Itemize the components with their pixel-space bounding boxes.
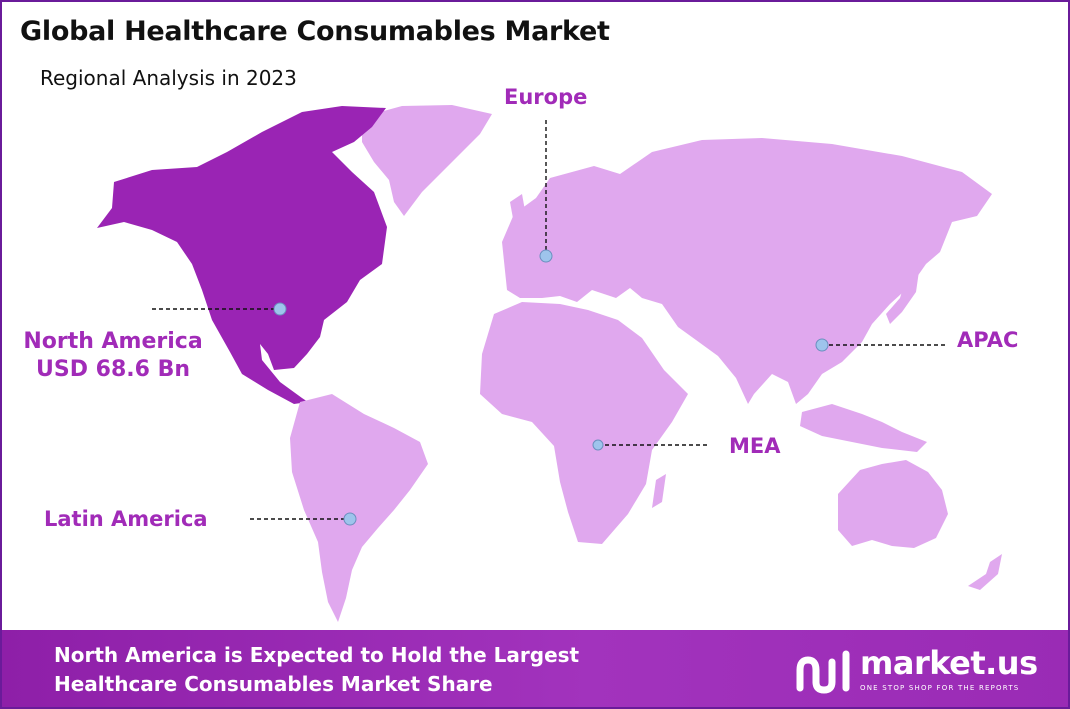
apac-marker — [815, 338, 829, 352]
market-us-logo-icon — [796, 650, 850, 694]
greenland-shape — [362, 105, 492, 216]
footer-message: North America is Expected to Hold the La… — [54, 641, 579, 699]
madagascar-shape — [652, 474, 666, 508]
australia-shape[interactable] — [838, 460, 948, 548]
world-map — [97, 105, 1002, 622]
apac-label: APAC — [957, 328, 1019, 352]
eurasia-shape[interactable] — [502, 138, 992, 404]
page-title: Global Healthcare Consumables Market — [20, 16, 610, 47]
brand-tagline: ONE STOP SHOP FOR THE REPORTS — [860, 684, 1020, 692]
uk-shape — [510, 194, 526, 224]
brand-logo[interactable]: market.us ONE STOP SHOP FOR THE REPORTS — [794, 644, 1044, 694]
mea-label: MEA — [729, 434, 781, 458]
north-america-marker — [273, 302, 287, 316]
se-asia-islands-shape — [800, 404, 927, 452]
page-subtitle: Regional Analysis in 2023 — [40, 66, 297, 90]
japan-shape — [886, 252, 920, 324]
north-america-value: USD 68.6 Bn — [36, 357, 190, 382]
footer-line-1: North America is Expected to Hold the La… — [54, 643, 580, 667]
south-america-shape[interactable] — [290, 394, 428, 622]
europe-marker — [539, 249, 553, 263]
footer-line-2: Healthcare Consumables Market Share — [54, 672, 493, 696]
new-zealand-shape — [968, 554, 1002, 590]
mea-marker — [592, 439, 604, 451]
footer-banner: North America is Expected to Hold the La… — [2, 630, 1068, 707]
brand-name: market.us — [860, 644, 1038, 682]
latin-america-marker — [343, 512, 357, 526]
north-america-name: North America — [23, 329, 203, 354]
north-america-label: North America USD 68.6 Bn — [16, 328, 210, 384]
europe-label: Europe — [504, 85, 588, 109]
latin-america-label: Latin America — [44, 507, 208, 531]
africa-shape[interactable] — [480, 302, 688, 544]
north-america-shape[interactable] — [97, 106, 387, 404]
